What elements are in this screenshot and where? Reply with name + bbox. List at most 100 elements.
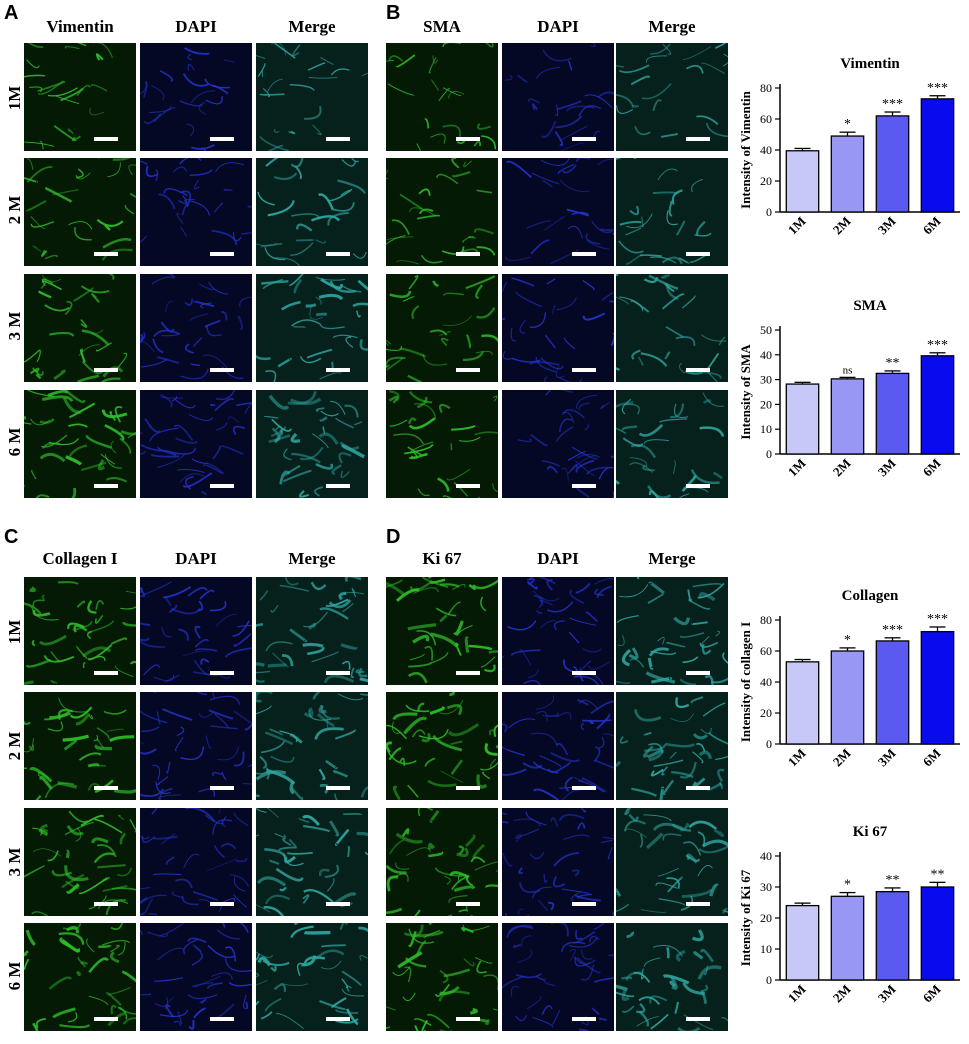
micrograph-tile-blue xyxy=(140,692,252,800)
micrograph-tile-green xyxy=(24,390,136,498)
micrograph-tile-merge xyxy=(256,158,368,266)
significance-label: ** xyxy=(931,867,945,882)
y-tick-label: 20 xyxy=(760,706,772,720)
x-tick-label: 2M xyxy=(830,214,854,238)
col-header-a-dapi: DAPI xyxy=(175,17,217,36)
x-tick-label: 1M xyxy=(785,214,809,238)
y-tick-label: 60 xyxy=(760,112,772,126)
bar-1m xyxy=(785,661,820,745)
micrograph-tile-green xyxy=(386,692,498,800)
bar-2m xyxy=(830,650,865,745)
y-tick-label: 30 xyxy=(760,880,772,894)
scale-bar xyxy=(572,368,596,372)
scale-bar xyxy=(686,484,710,488)
x-tick-label: 6M xyxy=(920,456,944,480)
significance-label: *** xyxy=(882,97,903,112)
bar-6m xyxy=(920,98,955,213)
scale-bar xyxy=(572,671,596,675)
bar-6m xyxy=(920,886,955,981)
x-tick-label: 6M xyxy=(920,982,944,1006)
y-tick-label: 20 xyxy=(760,911,772,925)
micrograph-tile-green xyxy=(24,923,136,1031)
x-tick-label: 3M xyxy=(875,746,899,770)
y-tick-label: 80 xyxy=(760,81,772,95)
micrograph-tile-green xyxy=(24,692,136,800)
chart-title: Collagen xyxy=(842,588,899,604)
micrograph-tile-merge xyxy=(616,390,728,498)
chart-collagen: Collagen Intensity of collagen I 0 20 40 60 80… xyxy=(738,588,960,770)
bar-6m xyxy=(920,355,955,455)
x-tick-label: 6M xyxy=(920,746,944,770)
micrograph-tile-blue xyxy=(502,43,614,151)
y-axis-label: Intensity of SMA xyxy=(738,344,753,440)
row-label-a-2m: 2 M xyxy=(5,195,24,225)
micrograph-tile-green xyxy=(386,577,498,685)
micrograph-tile-blue xyxy=(502,158,614,266)
scale-bar xyxy=(210,1017,234,1021)
micrograph-tile-merge xyxy=(256,808,368,916)
y-tick-label: 0 xyxy=(766,737,772,751)
micrograph-tile-blue xyxy=(140,808,252,916)
y-tick-label: 20 xyxy=(760,397,772,411)
significance-label: * xyxy=(844,633,851,648)
scale-bar xyxy=(456,137,480,141)
significance-label: * xyxy=(844,878,851,893)
micrograph-tile-blue xyxy=(140,577,252,685)
scale-bar xyxy=(326,902,350,906)
scale-bar xyxy=(326,252,350,256)
bar-2m xyxy=(830,135,865,213)
significance-label: *** xyxy=(927,81,948,96)
scale-bar xyxy=(456,902,480,906)
y-tick-label: 40 xyxy=(760,348,772,362)
scale-bar xyxy=(94,368,118,372)
x-tick-label: 3M xyxy=(875,982,899,1006)
y-tick-label: 40 xyxy=(760,849,772,863)
panel-letter-b: B xyxy=(386,2,401,24)
y-tick-label: 10 xyxy=(760,422,772,436)
row-label-a-3m: 3 M xyxy=(5,311,24,341)
y-tick-label: 0 xyxy=(766,447,772,461)
bar-1m xyxy=(785,904,820,981)
micrograph-tile-green xyxy=(24,808,136,916)
x-tick-label: 2M xyxy=(830,456,854,480)
micrograph-tile-merge xyxy=(616,923,728,1031)
y-tick-label: 10 xyxy=(760,942,772,956)
chart-vimentin: Vimentin Intensity of Vimentin 0 20 40 60 80 1M… xyxy=(738,56,960,238)
micrograph-tile-blue xyxy=(140,923,252,1031)
col-header-b-dapi: DAPI xyxy=(537,17,579,36)
scale-bar xyxy=(326,671,350,675)
scale-bar xyxy=(456,1017,480,1021)
scale-bar xyxy=(686,671,710,675)
y-axis-label: Intensity of collagen I xyxy=(738,622,753,742)
scale-bar xyxy=(456,786,480,790)
x-tick-label: 3M xyxy=(875,214,899,238)
y-axis-label: Intensity of Vimentin xyxy=(738,90,753,209)
panel-letter-a: A xyxy=(4,2,19,24)
scale-bar xyxy=(456,252,480,256)
micrograph-tile-merge xyxy=(256,390,368,498)
scale-bar xyxy=(686,902,710,906)
bar-1m xyxy=(785,150,820,213)
scale-bar xyxy=(572,252,596,256)
col-header-d-merge: Merge xyxy=(648,549,696,568)
micrograph-tile-blue xyxy=(502,692,614,800)
bar-2m xyxy=(830,895,865,981)
micrograph-tile-merge xyxy=(616,274,728,382)
scale-bar xyxy=(210,252,234,256)
y-tick-label: 0 xyxy=(766,973,772,987)
micrograph-tile-green xyxy=(386,274,498,382)
y-tick-label: 0 xyxy=(766,205,772,219)
significance-label: ** xyxy=(886,356,900,371)
micrograph-tile-merge xyxy=(616,43,728,151)
panel-letter-c: C xyxy=(4,526,19,548)
x-tick-label: 1M xyxy=(785,456,809,480)
micrograph-tile-green xyxy=(386,390,498,498)
scale-bar xyxy=(326,1017,350,1021)
y-tick-label: 80 xyxy=(760,613,772,627)
micrograph-tile-blue xyxy=(502,808,614,916)
col-header-b-merge: Merge xyxy=(648,17,696,36)
row-label-a-6m: 6 M xyxy=(5,427,24,457)
scale-bar xyxy=(210,671,234,675)
scale-bar xyxy=(456,671,480,675)
scale-bar xyxy=(686,786,710,790)
